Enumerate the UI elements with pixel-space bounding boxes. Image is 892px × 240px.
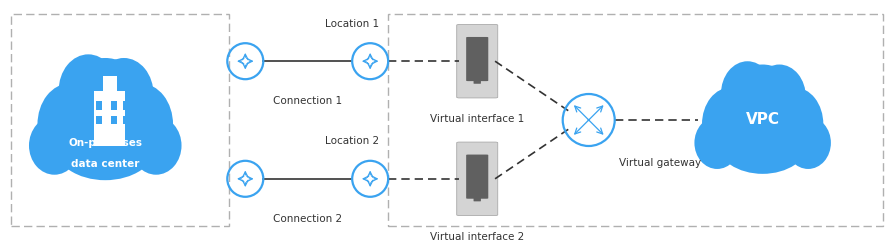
Bar xyxy=(11,14,229,226)
Text: data center: data center xyxy=(71,159,139,169)
Ellipse shape xyxy=(130,116,182,175)
FancyBboxPatch shape xyxy=(457,142,498,216)
FancyBboxPatch shape xyxy=(95,101,102,110)
Ellipse shape xyxy=(717,112,808,174)
Text: Location 2: Location 2 xyxy=(325,136,379,146)
FancyBboxPatch shape xyxy=(457,24,498,98)
Text: On-premises: On-premises xyxy=(69,138,142,148)
Ellipse shape xyxy=(702,87,760,161)
Ellipse shape xyxy=(29,116,80,175)
FancyBboxPatch shape xyxy=(467,37,488,81)
Ellipse shape xyxy=(59,54,118,127)
FancyBboxPatch shape xyxy=(467,155,488,199)
FancyBboxPatch shape xyxy=(111,101,117,110)
FancyBboxPatch shape xyxy=(103,76,117,145)
FancyBboxPatch shape xyxy=(123,101,129,110)
Text: Virtual gateway: Virtual gateway xyxy=(619,158,701,168)
Text: VPC: VPC xyxy=(746,113,780,127)
Text: Connection 2: Connection 2 xyxy=(273,214,343,224)
FancyBboxPatch shape xyxy=(123,116,129,124)
Text: Connection 1: Connection 1 xyxy=(273,96,343,106)
Ellipse shape xyxy=(62,58,149,164)
Bar xyxy=(388,14,883,226)
Ellipse shape xyxy=(765,87,823,161)
Ellipse shape xyxy=(109,84,173,166)
FancyBboxPatch shape xyxy=(474,195,481,201)
FancyBboxPatch shape xyxy=(111,116,117,124)
Ellipse shape xyxy=(54,111,156,180)
Ellipse shape xyxy=(723,65,802,159)
FancyBboxPatch shape xyxy=(95,91,125,145)
Ellipse shape xyxy=(753,65,805,130)
FancyBboxPatch shape xyxy=(474,78,481,84)
Text: Location 1: Location 1 xyxy=(325,19,379,29)
Ellipse shape xyxy=(37,84,102,166)
Ellipse shape xyxy=(95,58,153,131)
Text: Virtual interface 2: Virtual interface 2 xyxy=(430,232,524,240)
Ellipse shape xyxy=(721,61,774,126)
Ellipse shape xyxy=(694,117,739,169)
Text: Virtual interface 1: Virtual interface 1 xyxy=(430,114,524,124)
FancyBboxPatch shape xyxy=(95,116,102,124)
Ellipse shape xyxy=(786,117,831,169)
